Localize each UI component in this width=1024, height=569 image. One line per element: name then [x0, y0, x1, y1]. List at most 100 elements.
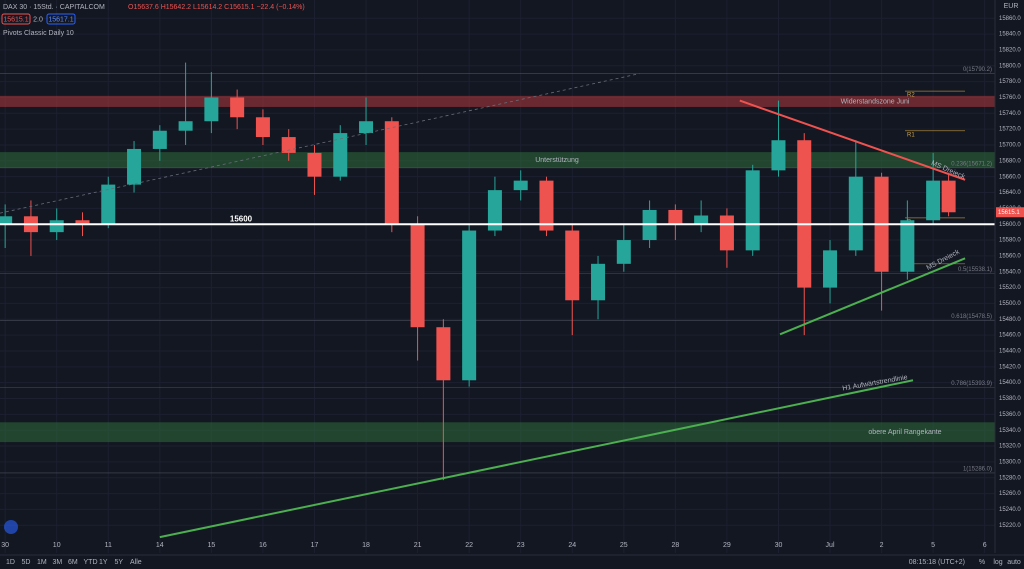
candle-body — [539, 180, 554, 231]
x-tick-label: 2 — [880, 542, 884, 549]
range-button[interactable]: YTD — [84, 559, 98, 566]
candle-body — [178, 121, 193, 131]
zone — [0, 95, 995, 107]
candle-body — [591, 263, 606, 301]
x-tick-label: 18 — [362, 542, 370, 549]
y-tick-label: 15300.0 — [999, 459, 1021, 465]
x-tick-label: 23 — [517, 542, 525, 549]
pivot-label: R2 — [907, 93, 915, 99]
candle-body — [281, 137, 296, 153]
candle-body — [307, 152, 322, 177]
y-tick-label: 15240.0 — [999, 507, 1021, 513]
x-tick-label: 25 — [620, 542, 628, 549]
trend-line — [739, 99, 966, 181]
fib-label: 0.618(15478.5) — [951, 314, 992, 320]
x-tick-label: 6 — [983, 542, 987, 549]
y-tick-label: 15800.0 — [999, 63, 1021, 69]
x-tick-label: 14 — [156, 542, 164, 549]
currency: EUR — [1004, 3, 1019, 10]
y-tick-label: 15580.0 — [999, 238, 1021, 244]
ask-box — [46, 13, 76, 25]
candle-body — [719, 215, 734, 251]
ohlc: O15637.6 H15642.2 L15614.2 C15615.1 −22.… — [128, 4, 305, 11]
y-tick-label: 15320.0 — [999, 444, 1021, 450]
y-tick-label: 15440.0 — [999, 349, 1021, 355]
x-tick-label: 28 — [671, 542, 679, 549]
pivot-label: R1 — [907, 132, 915, 138]
y-tick-label: 15380.0 — [999, 396, 1021, 402]
y-tick-label: 15760.0 — [999, 95, 1021, 101]
range-button[interactable]: 5D — [22, 559, 31, 566]
x-tick-label: 16 — [259, 542, 267, 549]
y-tick-label: 15640.0 — [999, 190, 1021, 196]
candle-body — [565, 230, 580, 301]
price-axis — [995, 0, 1024, 553]
bid-box — [1, 13, 31, 25]
x-tick-label: 11 — [105, 542, 112, 549]
candle-body — [668, 209, 683, 226]
candle-body — [797, 140, 812, 288]
y-tick-label: 15680.0 — [999, 158, 1021, 164]
x-tick-label: 17 — [311, 542, 319, 549]
zone — [0, 422, 995, 443]
axis-option[interactable]: log — [993, 559, 1002, 566]
y-tick-label: 15600.0 — [999, 222, 1021, 228]
x-tick-label: 30 — [775, 542, 783, 549]
fib-label: 0(15790.2) — [963, 67, 992, 73]
candle-body — [0, 216, 13, 225]
x-tick-label: 21 — [414, 542, 422, 549]
clock: 08:15:18 (UTC+2) — [909, 559, 965, 566]
y-tick-label: 15520.0 — [999, 285, 1021, 291]
y-tick-label: 15400.0 — [999, 380, 1021, 386]
candle-body — [49, 220, 64, 233]
candle-body — [900, 220, 915, 272]
fib-label: 1(15286.0) — [963, 467, 992, 473]
candle-body — [694, 215, 709, 226]
candle-body — [941, 180, 956, 213]
range-button[interactable]: 3M — [53, 559, 63, 566]
candle-body — [333, 133, 348, 177]
candle-body — [204, 97, 219, 122]
range-button[interactable]: 1M — [37, 559, 47, 566]
x-tick-label: 10 — [53, 542, 61, 549]
axis-option[interactable]: auto — [1007, 559, 1021, 566]
range-button[interactable]: 1Y — [99, 559, 108, 566]
range-button[interactable]: Alle — [130, 559, 142, 566]
range-button[interactable]: 1D — [6, 559, 15, 566]
candle-body — [771, 140, 786, 171]
y-tick-label: 15340.0 — [999, 428, 1021, 434]
axes: 15220.0 15240.0 15260.0 15280.0 15300.0 15320… — [1, 16, 1024, 549]
x-tick-label: 29 — [723, 542, 731, 549]
y-tick-label: 15540.0 — [999, 269, 1021, 275]
fib-label: 0.236(15671.2) — [951, 161, 992, 167]
y-tick-label: 15260.0 — [999, 491, 1021, 497]
candle-body — [616, 240, 631, 264]
y-tick-label: 15700.0 — [999, 143, 1021, 149]
bid: 15615.1 — [3, 16, 28, 23]
y-tick-label: 15840.0 — [999, 32, 1021, 38]
range-button[interactable]: 6M — [68, 559, 78, 566]
y-tick-label: 15280.0 — [999, 475, 1021, 481]
candle-body — [152, 130, 167, 149]
spread: 2.0 — [33, 16, 43, 23]
candle-body — [436, 327, 451, 381]
x-tick-label: 15 — [207, 542, 215, 549]
axis-option[interactable]: % — [979, 559, 985, 566]
indicator: Pivots Classic Daily 10 — [3, 30, 74, 37]
line-label: 15600 — [230, 214, 253, 223]
candle-body — [513, 180, 528, 191]
trend-line — [0, 73, 640, 214]
fib-label: 0.786(15393.9) — [951, 381, 992, 387]
y-tick-label: 15480.0 — [999, 317, 1021, 323]
x-tick-label: 30 — [1, 542, 9, 549]
candle-body — [101, 184, 116, 225]
candle-body — [359, 121, 374, 134]
range-button[interactable]: 5Y — [115, 559, 124, 566]
zone — [0, 152, 995, 168]
zones: Widerstandszone Juni Unterstützung obere A… — [0, 95, 995, 443]
x-tick-label: 5 — [931, 542, 935, 549]
y-tick-label: 15420.0 — [999, 364, 1021, 370]
zone-label: obere April Rangekante — [868, 429, 941, 436]
grid — [0, 0, 995, 553]
y-tick-label: 15220.0 — [999, 523, 1021, 529]
